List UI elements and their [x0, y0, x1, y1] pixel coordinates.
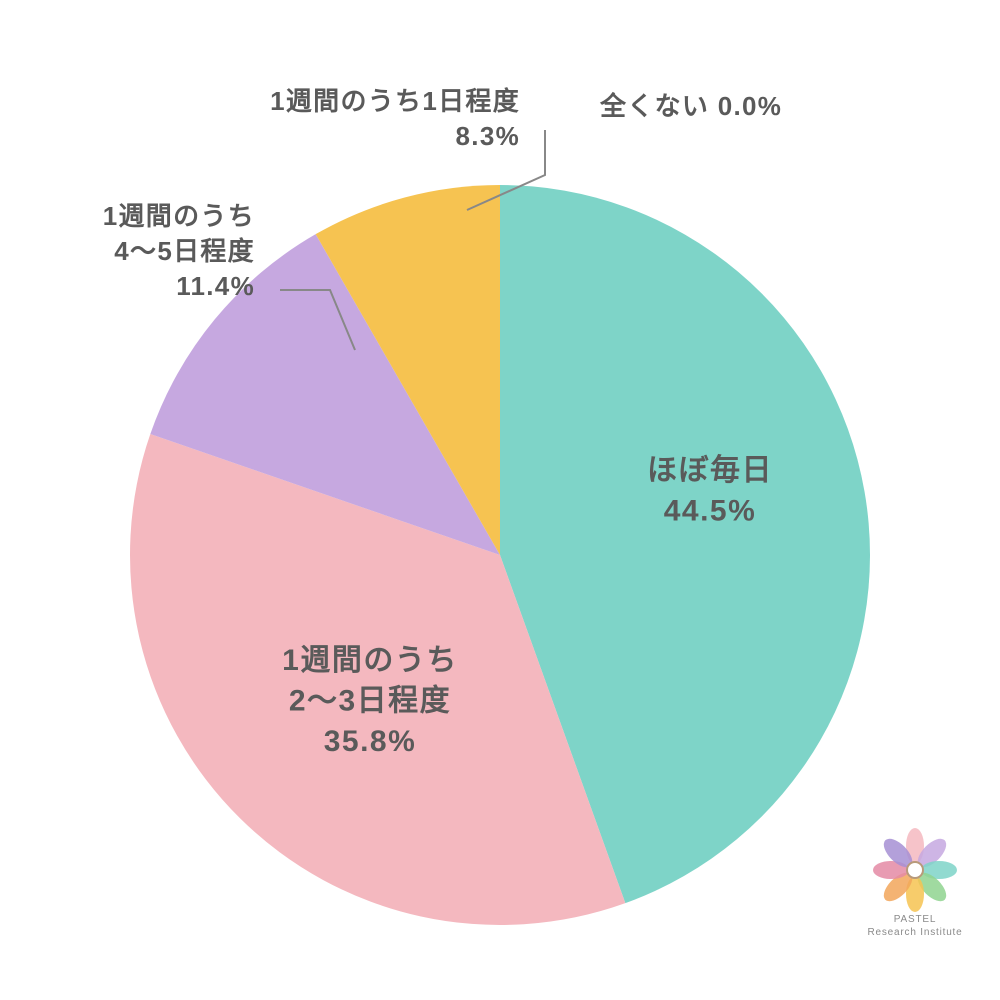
logo-center-icon — [907, 862, 923, 878]
logo: PASTEL Research Institute — [868, 828, 963, 938]
logo-text-line1: PASTEL — [894, 914, 936, 925]
logo-text-line2: Research Institute — [868, 927, 963, 938]
callout-label-3: 1週間のうち1日程度8.3% — [270, 86, 520, 151]
callout-label-2: 1週間のうち4～5日程度11.4% — [103, 201, 255, 301]
pie-chart: ほぼ毎日44.5%1週間のうち2～3日程度35.8%1週間のうち4～5日程度11… — [0, 0, 1000, 1000]
callout-label-4: 全くない 0.0% — [599, 91, 782, 121]
